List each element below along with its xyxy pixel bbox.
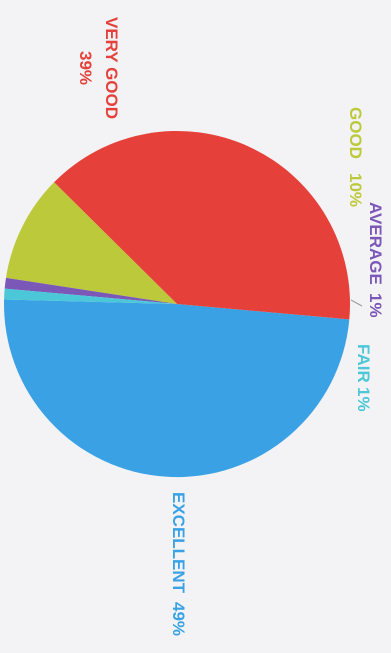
pie-slice-excellent xyxy=(3,299,350,478)
fair-leader-line xyxy=(350,299,363,307)
slice-label-very-good: VERY GOOD xyxy=(102,17,121,119)
pie-slices xyxy=(3,130,351,478)
slice-value-excellent: 49% xyxy=(169,602,188,636)
pie-slice-very-good xyxy=(54,130,351,320)
slice-label-fair: FAIR xyxy=(354,344,373,383)
pie-slice-average xyxy=(4,277,178,304)
slice-label-average: AVERAGE xyxy=(366,202,385,285)
slice-value-good: 10% xyxy=(346,173,365,207)
slice-value-fair: 1% xyxy=(354,387,373,412)
pie-slice-good xyxy=(5,182,177,304)
pie-slice-fair xyxy=(4,288,178,304)
slice-value-average: 1% xyxy=(366,293,385,318)
slice-value-very-good: 39% xyxy=(76,51,95,85)
slice-label-good: GOOD xyxy=(346,107,365,159)
slice-label-excellent: EXCELLENT xyxy=(169,492,188,594)
